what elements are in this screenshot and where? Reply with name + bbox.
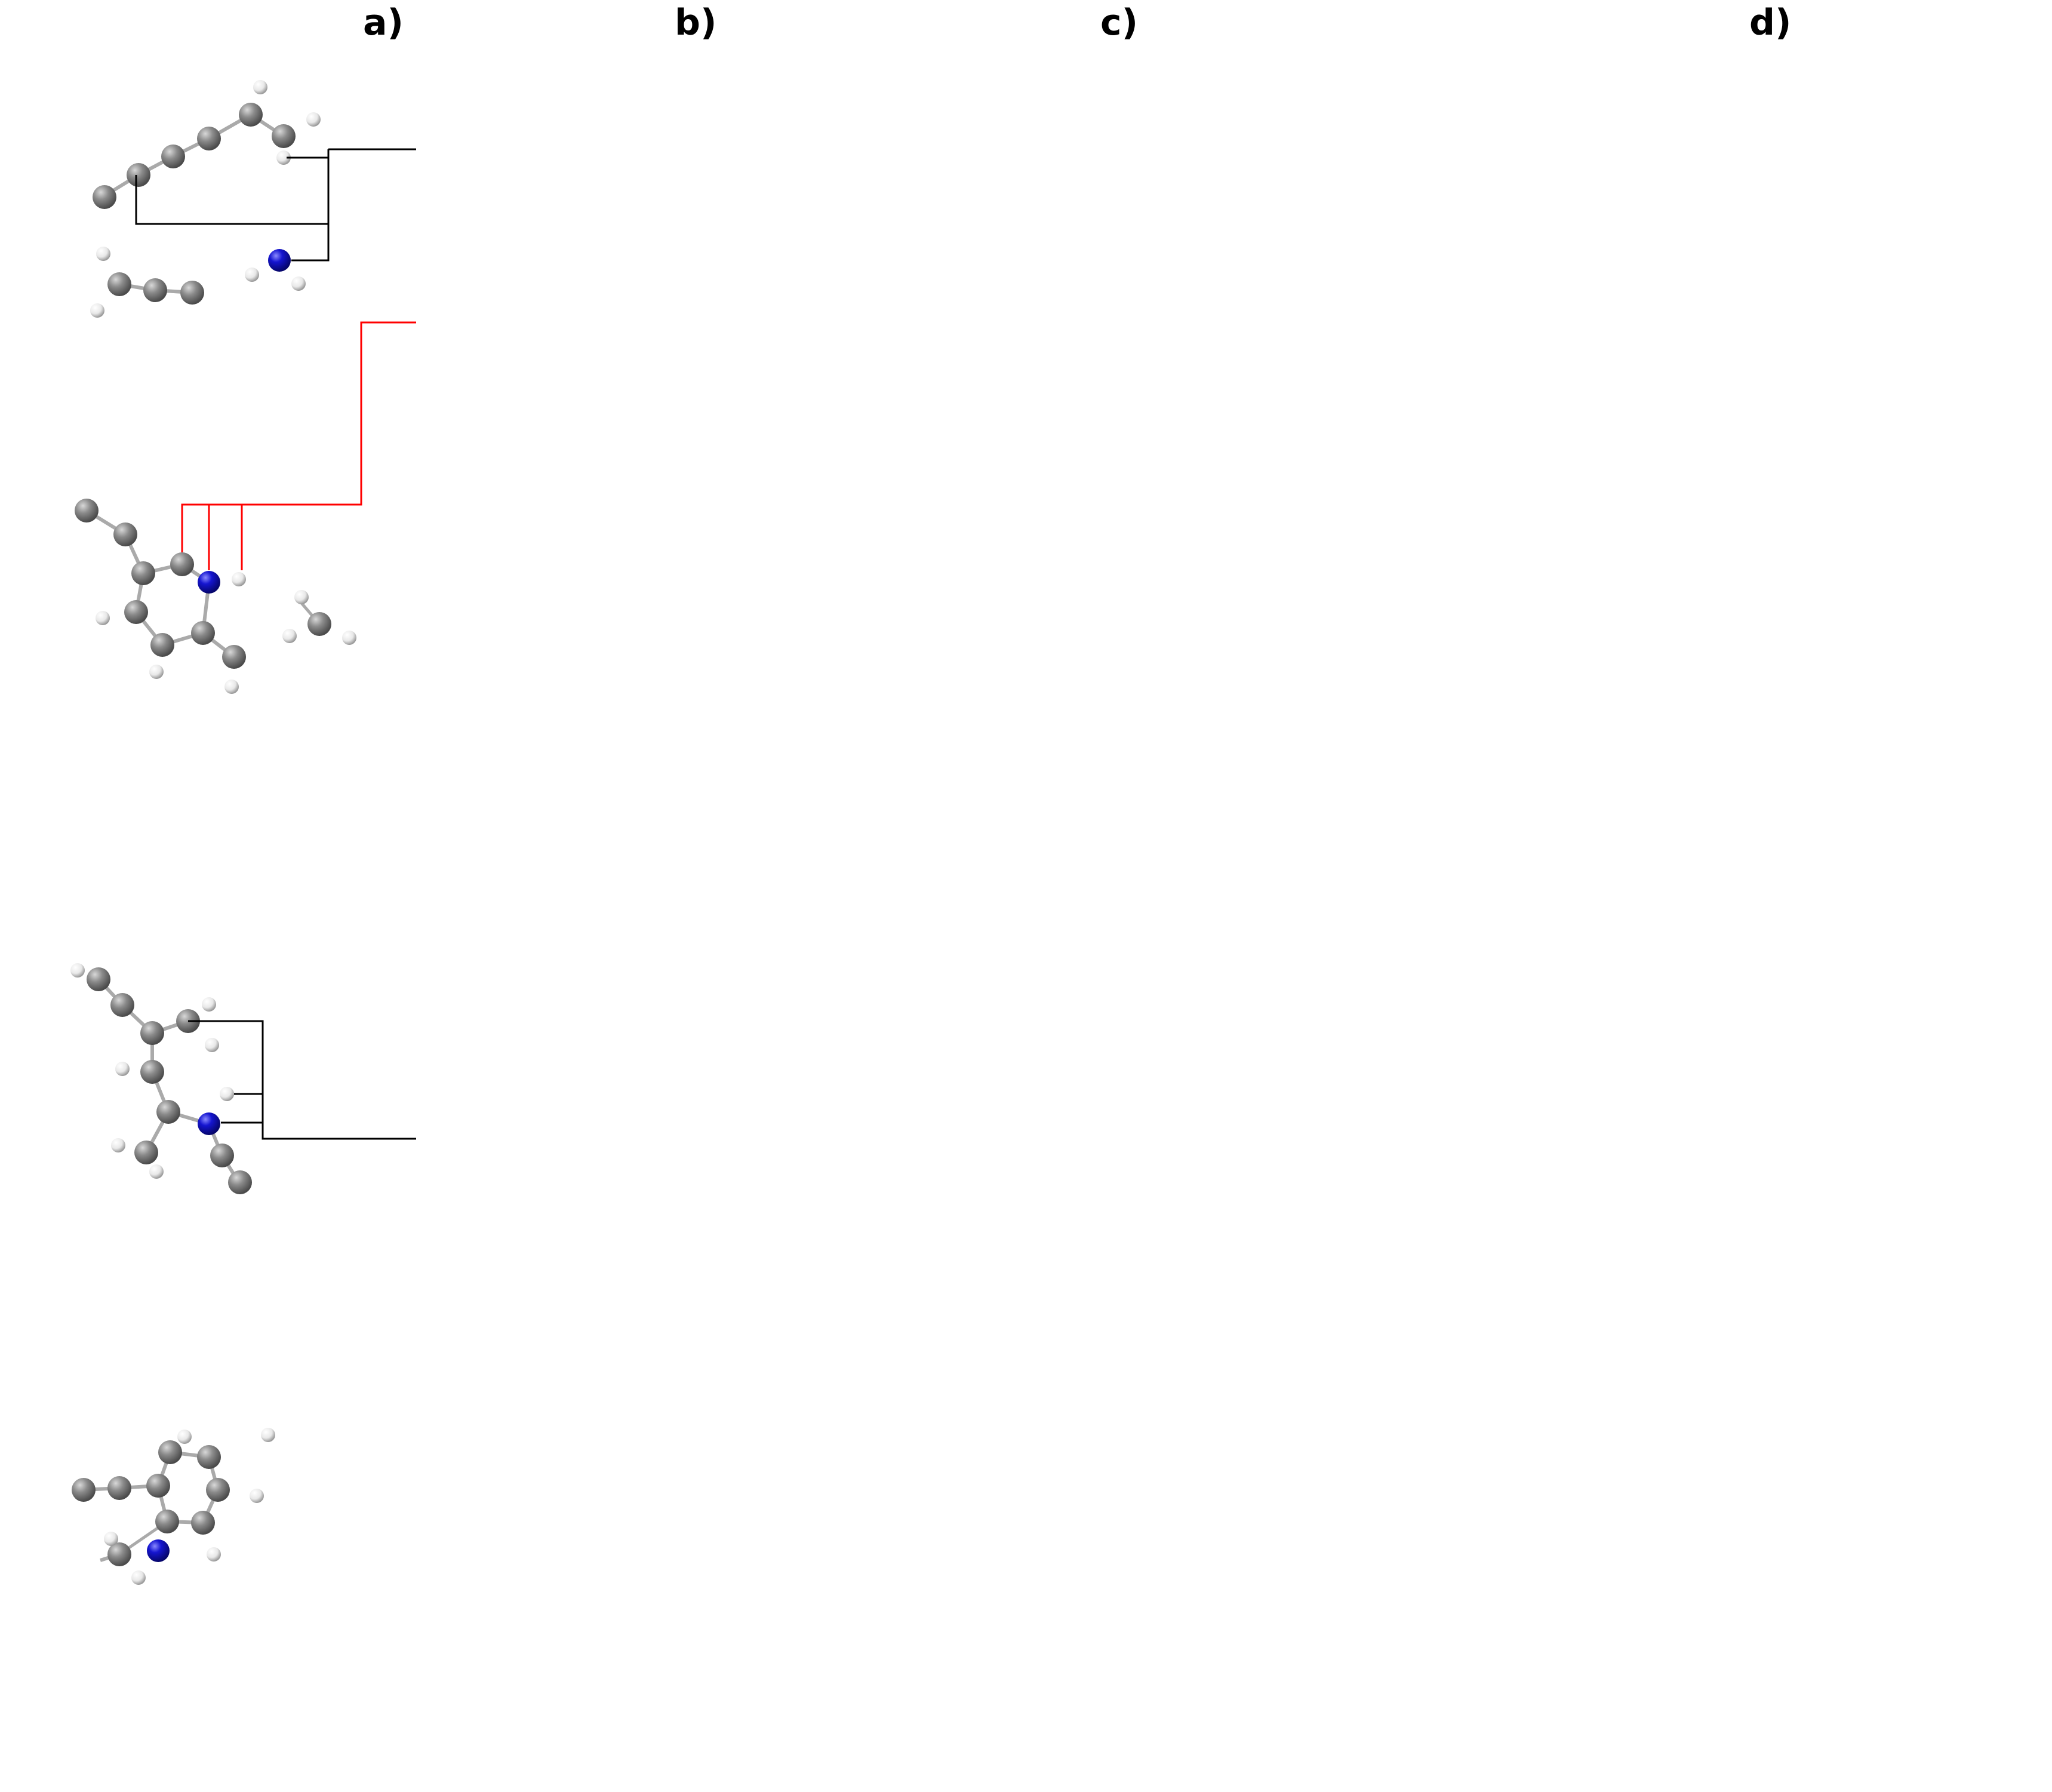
panel-a-molecules bbox=[70, 80, 416, 1585]
panel-label-c: c) bbox=[1100, 2, 1138, 44]
panel-label-b: b) bbox=[675, 2, 716, 44]
molecule-4 bbox=[72, 1428, 275, 1585]
panel-label-d: d) bbox=[1749, 2, 1791, 44]
panel-label-a: a) bbox=[363, 2, 404, 44]
molecule-3 bbox=[70, 963, 416, 1194]
molecule-1 bbox=[90, 80, 416, 318]
molecule-2 bbox=[75, 321, 416, 694]
